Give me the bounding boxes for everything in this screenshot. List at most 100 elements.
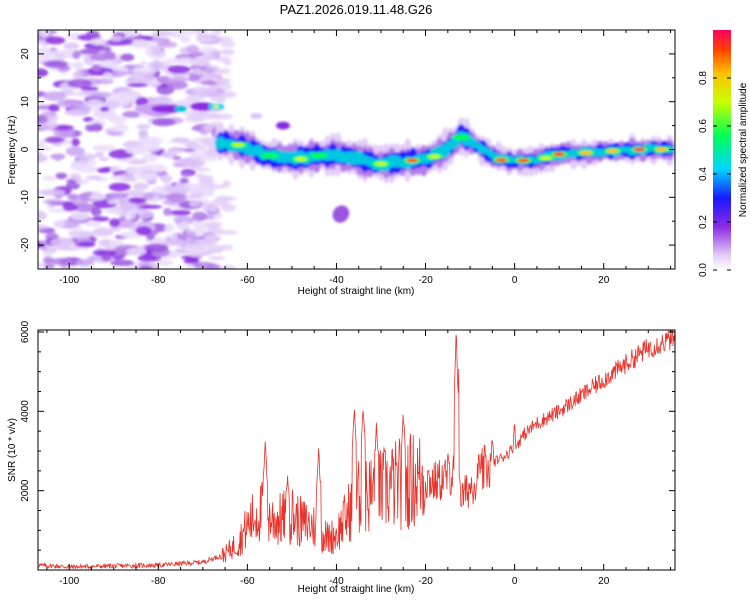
branch-blob <box>174 105 187 112</box>
noise-blob <box>101 254 112 262</box>
noise-blob <box>173 215 194 225</box>
colorbar-tick-label: 0.2 <box>698 215 709 229</box>
noise-blob <box>74 259 95 266</box>
noise-blob <box>92 144 116 152</box>
spectrogram-xlabel: Height of straight line (km) <box>298 286 415 297</box>
noise-blob <box>85 30 100 40</box>
noise-blob <box>38 210 48 221</box>
noise-blob <box>38 224 48 230</box>
noise-blob <box>184 194 203 199</box>
noise-blob <box>94 151 105 158</box>
y-tick-label: -10 <box>20 190 31 205</box>
noise-blob <box>123 190 147 197</box>
colorbar-label: Normalized spectral amplitude <box>738 82 749 217</box>
snr-xlabel: Height of straight line (km) <box>298 584 415 595</box>
noise-blob <box>67 78 93 89</box>
noise-blob <box>66 62 80 68</box>
noise-blob <box>45 115 59 121</box>
noise-blob <box>215 49 235 54</box>
noise-blob <box>108 115 127 124</box>
noise-blob <box>192 87 202 95</box>
snr-panel: -100 -80 -60 -40 -20 0 20 2000 4000 6000 Height o… <box>7 320 676 595</box>
snr-series <box>38 330 675 570</box>
noise-blob <box>192 69 207 75</box>
noise-blob <box>103 100 121 110</box>
noise-blob <box>126 247 147 256</box>
noise-blob <box>68 230 92 239</box>
noise-blob <box>86 99 104 110</box>
y-tick-label: -20 <box>20 237 31 252</box>
noise-blob <box>91 191 102 199</box>
noise-blob <box>92 227 114 237</box>
noise-blob <box>138 204 163 209</box>
noise-blob <box>186 44 199 54</box>
colorbar: 0.0 0.2 0.4 0.6 0.8 Normalized spectral ampl… <box>698 30 749 277</box>
x-tick-label: 0 <box>512 576 518 587</box>
noise-blob <box>90 207 102 217</box>
noise-blob <box>217 36 234 43</box>
noise-blob <box>165 234 178 239</box>
noise-blob <box>112 123 129 133</box>
noise-blob <box>126 82 149 88</box>
colorbar-tick-label: 0.8 <box>698 71 709 85</box>
noise-blob <box>53 153 62 162</box>
noise-blob <box>63 42 80 50</box>
noise-blob <box>220 41 236 48</box>
y-tick-label: 6000 <box>20 320 31 343</box>
noise-blob <box>179 177 189 184</box>
noise-blob <box>127 176 138 182</box>
noise-blob <box>185 94 205 102</box>
noise-blob <box>164 223 175 233</box>
chart-title: PAZ1.2026.019.11.48.G26 <box>280 2 433 17</box>
ridge-hotspot <box>455 135 468 140</box>
noise-blob <box>208 184 228 189</box>
noise-blob <box>215 113 234 120</box>
noise-blob <box>189 151 206 160</box>
noise-blob <box>218 90 237 99</box>
noise-blob <box>92 249 117 257</box>
noise-blob <box>220 264 236 269</box>
ridge-hotspot <box>406 158 419 163</box>
noise-blob <box>50 257 75 266</box>
noise-blob <box>118 66 129 73</box>
colorbar-tick-label: 0.6 <box>698 119 709 133</box>
noise-blob <box>126 209 137 220</box>
noise-blob <box>136 123 151 130</box>
noise-blob <box>59 246 81 251</box>
noise-blob <box>96 167 111 174</box>
noise-blob <box>140 265 153 269</box>
noise-blob <box>151 30 174 37</box>
noise-blob <box>85 175 102 180</box>
noise-blob <box>171 137 191 143</box>
noise-blob <box>50 237 75 248</box>
noise-blob <box>107 131 124 137</box>
noise-blob <box>170 209 191 216</box>
ridge-hotspot <box>539 156 552 161</box>
colorbar-gradient <box>713 30 731 270</box>
noise-blob <box>192 184 210 193</box>
noise-blob <box>70 210 90 221</box>
x-tick-label: 0 <box>512 275 518 286</box>
noise-blob <box>198 47 219 53</box>
noise-blob <box>136 143 161 153</box>
y-tick-label: 10 <box>20 96 31 108</box>
snr-line <box>38 330 675 570</box>
noise-blob <box>56 98 82 108</box>
noise-blob <box>40 189 66 196</box>
noise-blob <box>176 57 195 65</box>
noise-blob <box>90 123 103 132</box>
noise-blob <box>192 211 208 222</box>
noise-blob <box>116 89 141 100</box>
noise-blob <box>221 203 237 212</box>
noise-blob <box>130 38 150 49</box>
noise-blob <box>91 216 110 222</box>
noise-blob <box>119 97 130 106</box>
y-tick-label: 2000 <box>20 479 31 502</box>
ridge-hotspot <box>232 142 245 147</box>
noise-blob <box>120 53 135 62</box>
branch-blob <box>190 102 215 111</box>
noise-blob <box>198 61 211 68</box>
noise-blob <box>55 172 68 180</box>
noise-blob <box>91 63 102 72</box>
noise-blob <box>195 34 211 42</box>
